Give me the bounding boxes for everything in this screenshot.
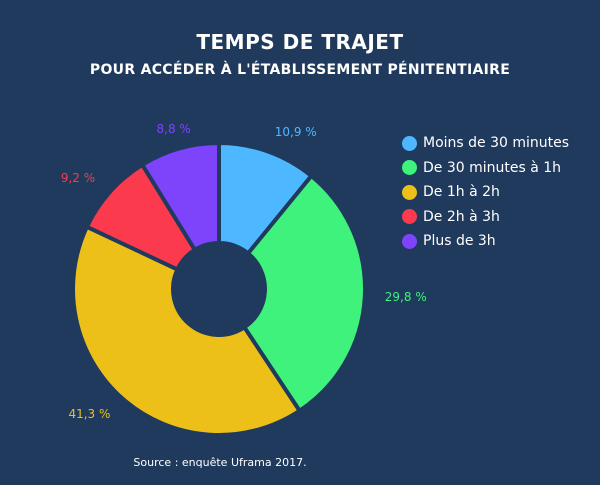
legend-label: Plus de 3h bbox=[423, 233, 496, 250]
source-note: Source : enquête Uframa 2017. bbox=[133, 456, 307, 469]
value-label-de-2h-a-3h: 9,2 % bbox=[61, 171, 95, 185]
value-label-moins-de-30-minutes: 10,9 % bbox=[275, 125, 317, 139]
legend-swatch bbox=[402, 184, 417, 200]
chart-legend: Moins de 30 minutes De 30 minutes à 1h De … bbox=[402, 131, 569, 254]
legend-item-de-30-minutes-a-1h: De 30 minutes à 1h bbox=[402, 156, 569, 181]
slice-de-1h-a-2h bbox=[71, 224, 302, 437]
value-label-plus-de-3h: 8,8 % bbox=[157, 122, 191, 136]
donut-value-labels: 10,9 % 29,8 % 41,3 % 9,2 % 8,8 % bbox=[61, 122, 427, 421]
legend-label: Moins de 30 minutes bbox=[423, 135, 570, 152]
chart-subtitle: POUR ACCÉDER À L'ÉTABLISSEMENT PÉNITENTI… bbox=[89, 62, 511, 78]
legend-swatch bbox=[402, 135, 417, 151]
value-label-de-1h-a-2h: 41,3 % bbox=[68, 407, 110, 421]
chart-title: TEMPS DE TRAJET bbox=[196, 30, 404, 54]
donut-slices bbox=[71, 141, 367, 437]
legend-label: De 30 minutes à 1h bbox=[423, 159, 562, 176]
legend-item-plus-de-3h: Plus de 3h bbox=[402, 229, 569, 254]
legend-label: De 2h à 3h bbox=[423, 208, 500, 225]
legend-item-de-1h-a-2h: De 1h à 2h bbox=[402, 180, 569, 205]
legend-item-de-2h-a-3h: De 2h à 3h bbox=[402, 205, 569, 230]
legend-swatch bbox=[402, 233, 417, 249]
legend-label: De 1h à 2h bbox=[423, 184, 500, 201]
slice-de-30-minutes-a-1h bbox=[242, 173, 367, 413]
legend-swatch bbox=[402, 209, 417, 225]
legend-swatch bbox=[402, 160, 417, 176]
slice-plus-de-3h bbox=[140, 141, 221, 252]
legend-item-moins-de-30-minutes: Moins de 30 minutes bbox=[402, 131, 569, 156]
value-label-de-30-minutes-a-1h: 29,8 % bbox=[385, 290, 427, 304]
